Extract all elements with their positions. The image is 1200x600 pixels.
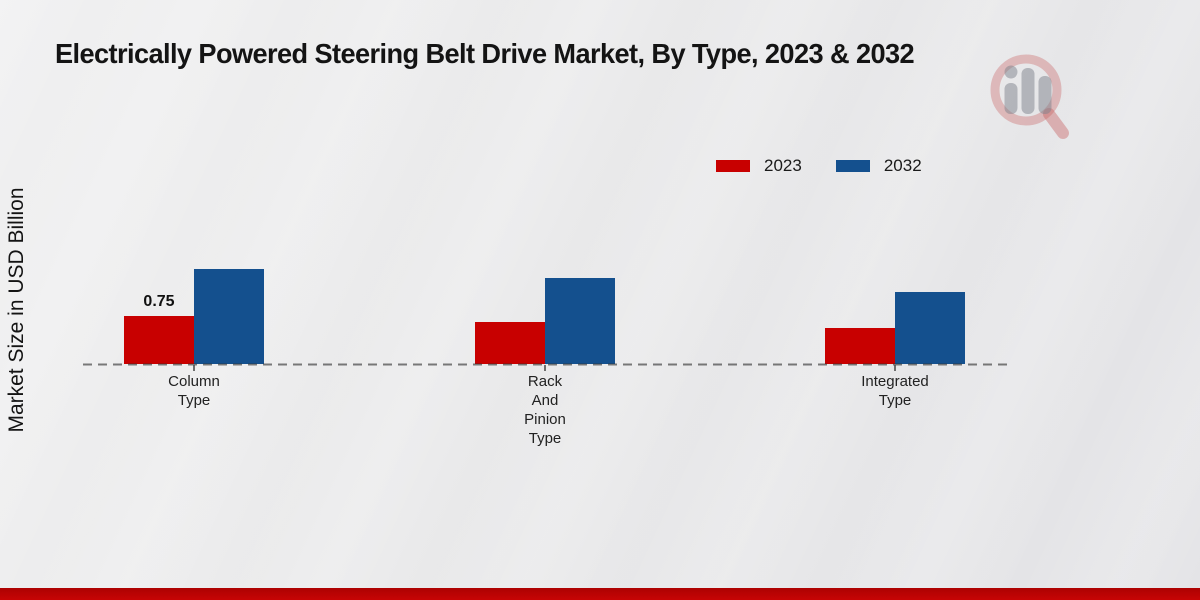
bar-value-label: 0.75 bbox=[143, 293, 175, 310]
x-tick-label-column-type: Column Type bbox=[168, 373, 220, 409]
magnifier-bar-chart-logo-icon bbox=[990, 54, 1069, 139]
bar-2023-rack-and-pinion-type bbox=[475, 322, 545, 364]
legend-label-2023: 2023 bbox=[764, 156, 802, 175]
legend-swatch-2032-icon bbox=[835, 160, 870, 172]
bar-2023-integrated-type bbox=[825, 328, 895, 364]
bar-2023-column-type bbox=[124, 316, 194, 364]
legend-item-2032: 2032 bbox=[835, 156, 922, 176]
chart-title: Electrically Powered Steering Belt Drive… bbox=[55, 38, 915, 69]
legend: 2023 2032 bbox=[716, 156, 922, 176]
bar-2032-integrated-type bbox=[895, 292, 965, 364]
x-tick-label-integrated-type: Integrated Type bbox=[861, 373, 929, 409]
bar-2032-column-type bbox=[194, 269, 264, 364]
x-tick-label-rack-and-pinion-type: Rack And Pinion Type bbox=[524, 373, 566, 447]
legend-label-2032: 2032 bbox=[883, 156, 922, 175]
bar-2032-rack-and-pinion-type bbox=[545, 278, 615, 364]
legend-swatch-2023-icon bbox=[716, 160, 750, 172]
legend-item-2023: 2023 bbox=[716, 156, 802, 176]
bottom-accent-strip bbox=[0, 588, 1200, 600]
